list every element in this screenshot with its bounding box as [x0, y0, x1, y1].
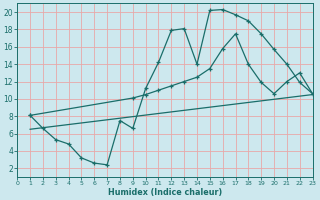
X-axis label: Humidex (Indice chaleur): Humidex (Indice chaleur)	[108, 188, 222, 197]
